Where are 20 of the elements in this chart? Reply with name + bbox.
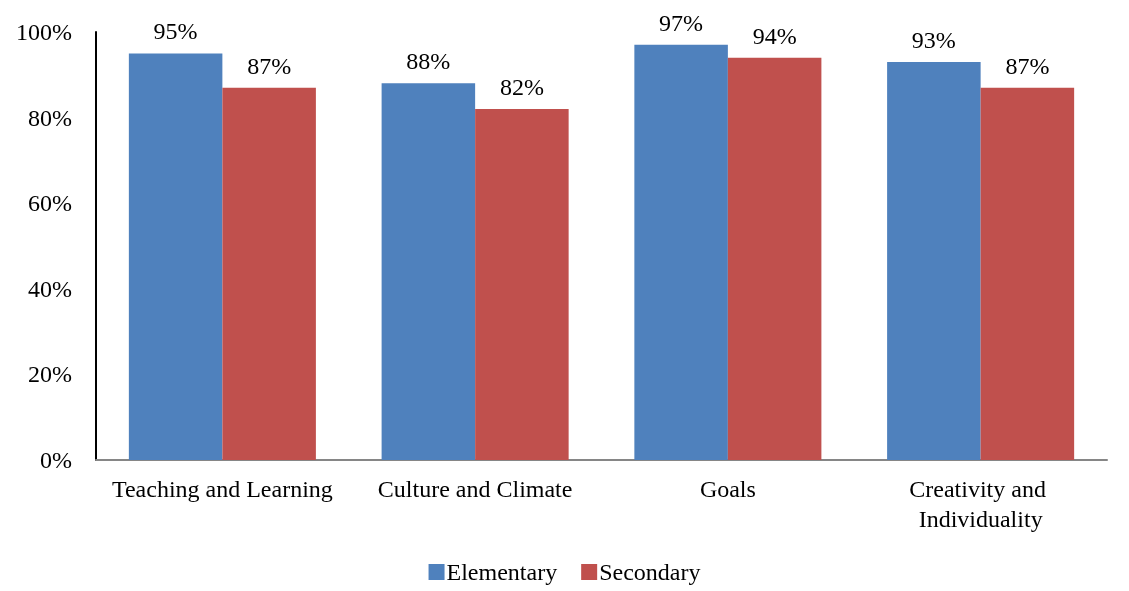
data-label: 95% (153, 18, 198, 45)
y-tick-label: 100% (16, 19, 72, 45)
y-tick-label: 60% (28, 190, 72, 217)
data-label: 87% (247, 52, 292, 79)
data-label: 97% (659, 9, 704, 36)
data-label: 87% (1005, 52, 1050, 79)
y-tick-label: 0% (40, 447, 72, 473)
y-tick-label: 80% (28, 104, 72, 131)
data-label: 93% (911, 26, 956, 53)
x-tick-label: Teaching and Learning (111, 476, 333, 502)
legend-label: Secondary (599, 559, 701, 585)
legend-label: Elementary (446, 559, 558, 585)
data-label: 88% (406, 48, 451, 75)
data-label: 94% (752, 22, 797, 49)
x-tick-label: Culture and Climate (377, 476, 573, 502)
x-tick-label: Creativity and Individuality (909, 476, 1052, 532)
y-tick-label: 40% (28, 275, 72, 302)
y-tick-label: 20% (28, 361, 72, 388)
data-label: 82% (499, 74, 544, 101)
x-tick-label: Goals (699, 476, 756, 502)
